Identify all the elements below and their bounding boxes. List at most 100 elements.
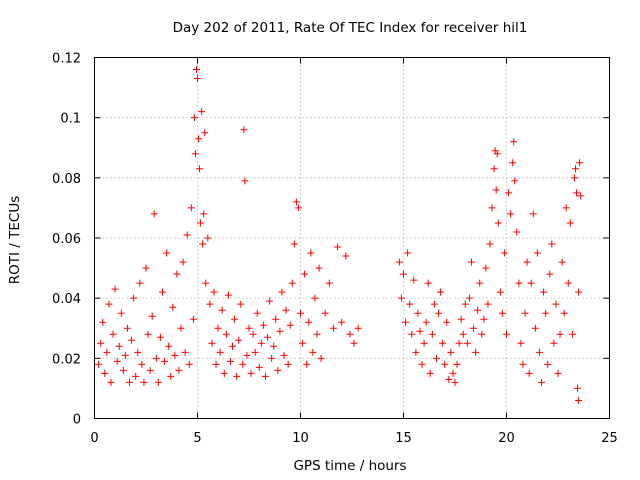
data-point-marker	[150, 210, 158, 218]
data-point-marker	[542, 309, 550, 317]
data-point-marker	[144, 330, 152, 338]
data-point-marker	[290, 240, 298, 248]
data-point-marker	[437, 288, 445, 296]
data-point-marker	[493, 150, 501, 158]
data-point-marker	[268, 354, 276, 362]
data-point-marker	[478, 330, 486, 338]
data-point-marker	[140, 378, 148, 386]
data-point-marker	[177, 324, 185, 332]
data-point-marker	[400, 270, 407, 278]
data-point-marker	[136, 279, 144, 287]
data-point-marker	[428, 330, 436, 338]
data-point-marker	[515, 279, 523, 287]
data-point-marker	[435, 309, 443, 317]
data-point-marker	[132, 372, 140, 380]
data-point-marker	[457, 315, 465, 323]
data-point-marker	[465, 294, 473, 302]
data-point-marker	[447, 348, 455, 356]
data-point-marker	[189, 315, 197, 323]
data-point-marker	[573, 189, 581, 197]
data-point-marker	[346, 330, 354, 338]
data-point-marker	[231, 315, 239, 323]
data-point-marker	[449, 369, 457, 377]
data-point-marker	[181, 348, 189, 356]
data-point-marker	[467, 258, 475, 266]
data-point-marker	[192, 66, 200, 74]
data-point-marker	[325, 279, 333, 287]
data-point-marker	[187, 204, 195, 212]
data-point-marker	[503, 330, 510, 338]
data-point-marker	[535, 348, 543, 356]
data-point-marker	[558, 258, 566, 266]
x-tick-label: 25	[601, 431, 618, 446]
data-point-marker	[303, 360, 311, 368]
plot-frame	[94, 57, 610, 419]
data-point-marker	[128, 336, 136, 344]
data-point-marker	[476, 279, 484, 287]
data-point-marker	[218, 306, 226, 314]
data-point-marker	[237, 300, 245, 308]
data-point-marker	[212, 360, 220, 368]
data-point-marker	[282, 306, 290, 314]
data-point-marker	[138, 360, 146, 368]
data-point-marker	[350, 339, 358, 347]
data-point-marker	[486, 240, 494, 248]
data-point-marker	[294, 204, 302, 212]
data-point-marker	[315, 264, 323, 272]
data-point-marker	[280, 351, 288, 359]
data-point-marker	[397, 294, 405, 302]
data-point-marker	[342, 252, 350, 260]
data-point-marker	[519, 360, 527, 368]
data-point-marker	[169, 303, 177, 311]
y-axis-label: ROTI / TECUs	[7, 196, 23, 284]
data-point-marker	[261, 372, 269, 380]
data-point-marker	[278, 288, 286, 296]
data-point-marker	[474, 306, 482, 314]
data-point-marker	[556, 330, 564, 338]
data-point-marker	[538, 378, 546, 386]
data-point-marker	[224, 291, 232, 299]
data-point-marker	[544, 360, 552, 368]
data-point-marker	[220, 369, 228, 377]
data-point-marker	[200, 210, 208, 218]
x-tick-labels: 0 5 10 15 20 25	[90, 431, 617, 446]
data-point-marker	[175, 366, 183, 374]
data-point-marker	[494, 219, 502, 227]
data-point-marker	[107, 378, 115, 386]
data-point-marker	[142, 264, 150, 272]
data-point-marker	[439, 339, 447, 347]
data-point-marker	[194, 75, 201, 83]
data-point-marker	[229, 342, 237, 350]
data-point-marker	[564, 279, 572, 287]
data-point-marker	[284, 360, 292, 368]
data-point-marker	[511, 177, 519, 185]
data-point-marker	[531, 324, 539, 332]
data-point-marker	[241, 177, 249, 185]
data-point-marker	[418, 360, 426, 368]
data-point-marker	[562, 204, 570, 212]
y-tick-label: 0.12	[52, 52, 81, 67]
data-point-marker	[395, 258, 403, 266]
data-point-marker	[574, 384, 582, 392]
data-point-marker	[272, 315, 280, 323]
data-point-marker	[167, 372, 175, 380]
data-point-marker	[507, 210, 515, 218]
data-point-marker	[253, 309, 261, 317]
axis-ticks	[94, 57, 610, 419]
x-tick-label: 0	[90, 431, 98, 446]
data-point-marker	[115, 342, 123, 350]
data-point-marker	[453, 360, 461, 368]
data-point-marker	[202, 279, 210, 287]
data-point-marker	[338, 318, 346, 326]
data-point-marker	[206, 300, 214, 308]
data-point-marker	[204, 234, 212, 242]
data-point-marker	[165, 342, 173, 350]
data-point-marker	[119, 366, 127, 374]
data-point-marker	[305, 318, 313, 326]
data-point-marker	[484, 300, 492, 308]
data-point-marker	[286, 321, 294, 329]
data-point-marker	[216, 348, 224, 356]
data-point-marker	[130, 294, 138, 302]
data-point-marker	[276, 327, 284, 335]
data-point-marker	[560, 309, 568, 317]
